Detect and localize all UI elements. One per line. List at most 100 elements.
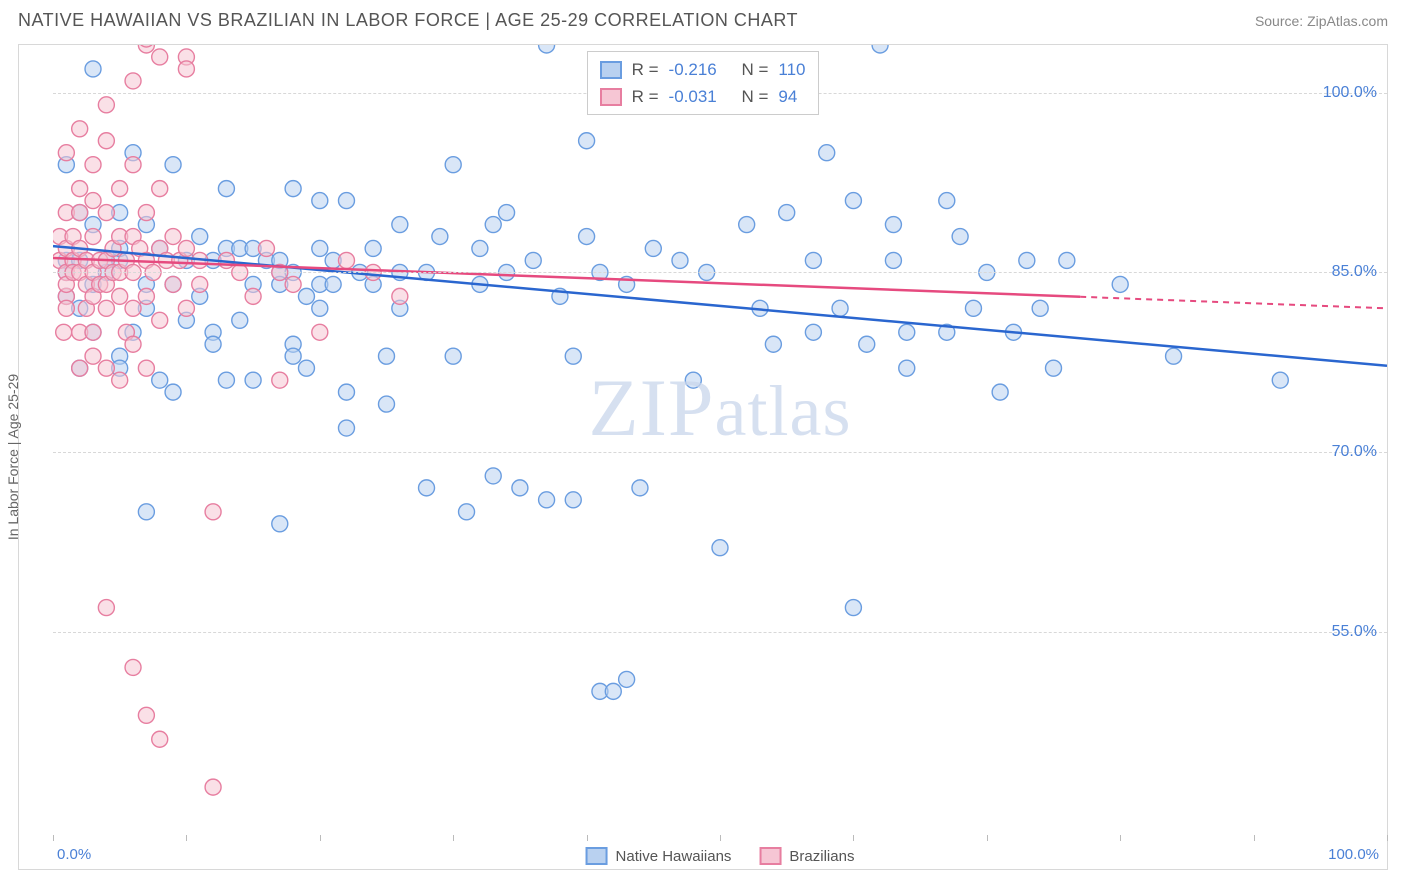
data-point [1019, 252, 1035, 268]
stat-n-label: N = [741, 56, 768, 83]
data-point [72, 360, 88, 376]
y-axis-label: In Labor Force | Age 25-29 [5, 374, 21, 540]
data-point [272, 516, 288, 532]
data-point [392, 288, 408, 304]
data-point [338, 252, 354, 268]
data-point [445, 348, 461, 364]
data-point [459, 504, 475, 520]
data-point [525, 252, 541, 268]
stat-n-value: 110 [778, 56, 805, 83]
data-point [845, 600, 861, 616]
legend-label-2: Brazilians [789, 848, 854, 865]
legend-swatch-1 [586, 847, 608, 865]
data-point [258, 240, 274, 256]
data-point [112, 372, 128, 388]
data-point [85, 193, 101, 209]
data-point [218, 372, 234, 388]
data-point [565, 492, 581, 508]
data-point [379, 396, 395, 412]
data-point [152, 49, 168, 65]
data-point [499, 205, 515, 221]
chart-container: In Labor Force | Age 25-29 ZIPatlas 55.0… [18, 44, 1388, 870]
data-point [72, 121, 88, 137]
data-point [338, 193, 354, 209]
scatter-svg [53, 45, 1387, 835]
data-point [98, 133, 114, 149]
data-point [98, 360, 114, 376]
data-point [605, 683, 621, 699]
data-point [298, 360, 314, 376]
data-point [192, 229, 208, 245]
x-tick [1387, 835, 1388, 841]
data-point [58, 300, 74, 316]
data-point [952, 229, 968, 245]
data-point [165, 229, 181, 245]
data-point [138, 360, 154, 376]
data-point [85, 229, 101, 245]
data-point [125, 336, 141, 352]
data-point [432, 229, 448, 245]
data-point [152, 181, 168, 197]
y-tick-label: 85.0% [1332, 263, 1377, 281]
data-point [338, 384, 354, 400]
data-point [85, 61, 101, 77]
data-point [85, 324, 101, 340]
data-point [178, 61, 194, 77]
data-point [138, 205, 154, 221]
data-point [98, 600, 114, 616]
data-point [125, 659, 141, 675]
chart-title: NATIVE HAWAIIAN VS BRAZILIAN IN LABOR FO… [18, 10, 798, 31]
data-point [285, 181, 301, 197]
data-point [152, 731, 168, 747]
data-point [845, 193, 861, 209]
data-point [205, 504, 221, 520]
data-point [165, 384, 181, 400]
data-point [392, 217, 408, 233]
data-point [445, 157, 461, 173]
data-point [312, 324, 328, 340]
legend-label-1: Native Hawaiians [616, 848, 732, 865]
data-point [285, 276, 301, 292]
y-tick-label: 100.0% [1323, 84, 1377, 102]
stat-swatch [600, 61, 622, 79]
data-point [232, 312, 248, 328]
data-point [138, 707, 154, 723]
data-point [178, 300, 194, 316]
data-point [192, 276, 208, 292]
stat-r-label: R = [632, 83, 659, 110]
data-point [205, 779, 221, 795]
data-point [819, 145, 835, 161]
data-point [85, 348, 101, 364]
data-point [112, 181, 128, 197]
data-point [285, 348, 301, 364]
trend-line-extrap [1080, 297, 1387, 309]
trend-line [53, 246, 1387, 366]
stat-row: R = -0.031 N = 94 [600, 83, 806, 110]
data-point [859, 336, 875, 352]
stat-swatch [600, 88, 622, 106]
data-point [739, 217, 755, 233]
data-point [765, 336, 781, 352]
data-point [125, 73, 141, 89]
data-point [965, 300, 981, 316]
stat-r-value: -0.031 [669, 83, 717, 110]
data-point [645, 240, 661, 256]
data-point [365, 240, 381, 256]
gridline-h [53, 272, 1387, 273]
data-point [485, 217, 501, 233]
data-point [72, 181, 88, 197]
data-point [872, 45, 888, 53]
data-point [338, 420, 354, 436]
data-point [152, 372, 168, 388]
data-point [325, 276, 341, 292]
y-tick-label: 55.0% [1332, 623, 1377, 641]
data-point [1166, 348, 1182, 364]
data-point [138, 288, 154, 304]
data-point [125, 157, 141, 173]
data-point [899, 360, 915, 376]
data-point [579, 133, 595, 149]
data-point [472, 240, 488, 256]
data-point [619, 671, 635, 687]
data-point [272, 372, 288, 388]
legend-item-brazilians: Brazilians [759, 847, 854, 865]
